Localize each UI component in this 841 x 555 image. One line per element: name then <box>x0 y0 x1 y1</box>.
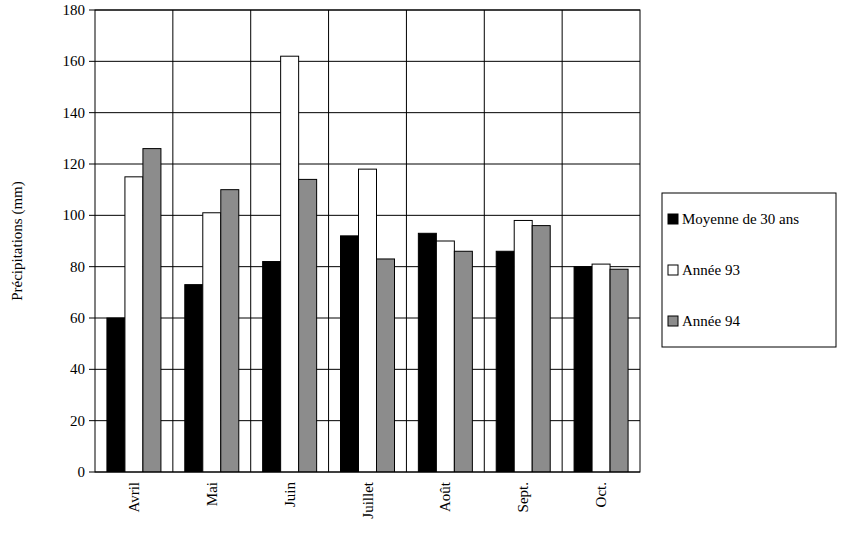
bar <box>341 236 359 472</box>
y-tick-label: 80 <box>70 259 85 275</box>
bar <box>125 177 143 472</box>
bar <box>454 251 472 472</box>
grid-line <box>95 164 640 165</box>
bar <box>610 269 628 472</box>
y-tick-label: 180 <box>63 2 86 18</box>
y-tick <box>89 215 95 216</box>
bar <box>436 241 454 472</box>
y-tick <box>89 266 95 267</box>
y-tick <box>89 318 95 319</box>
bar <box>143 149 161 472</box>
x-tick-label: Juillet <box>360 481 376 518</box>
grid-line <box>95 61 640 62</box>
bar <box>263 262 281 472</box>
x-tick-label: Sept. <box>515 482 531 512</box>
bar <box>185 285 203 472</box>
x-tick-label: Août <box>437 481 453 512</box>
y-tick <box>89 112 95 113</box>
x-tick-label: Avril <box>126 482 142 513</box>
y-tick-label: 40 <box>70 361 85 377</box>
bar <box>377 259 395 472</box>
bar <box>359 169 377 472</box>
x-tick-label: Juin <box>282 482 298 508</box>
y-tick-label: 60 <box>70 310 85 326</box>
y-tick <box>89 369 95 370</box>
y-tick-label: 0 <box>78 464 86 480</box>
grid-line <box>95 112 640 113</box>
bar <box>203 213 221 472</box>
bar <box>592 264 610 472</box>
category-separator <box>172 10 173 472</box>
bar <box>221 190 239 472</box>
y-tick-label: 140 <box>63 105 86 121</box>
x-tick-label: Mai <box>204 482 220 506</box>
category-separator <box>562 10 563 472</box>
bar <box>532 226 550 472</box>
y-tick <box>89 164 95 165</box>
grid <box>89 10 640 472</box>
bar <box>514 220 532 472</box>
y-tick-label: 100 <box>63 207 86 223</box>
bar <box>281 56 299 472</box>
bars <box>107 56 628 472</box>
y-tick-label: 20 <box>70 413 85 429</box>
legend-swatch <box>668 316 678 326</box>
y-tick <box>89 420 95 421</box>
legend: Moyenne de 30 ans Année 93 Année 94 <box>662 193 836 347</box>
bar <box>107 318 125 472</box>
legend-label: Année 94 <box>682 313 740 329</box>
legend-swatch <box>668 214 678 224</box>
bar <box>418 233 436 472</box>
y-tick <box>89 61 95 62</box>
chart-svg: 0 20 40 60 80 100 120 140 160 180 Avril Mai Juin Juil… <box>0 0 841 555</box>
legend-label: Moyenne de 30 ans <box>682 211 799 227</box>
y-axis-label: Précipitations (mm) <box>9 181 26 301</box>
category-separator <box>484 10 485 472</box>
legend-swatch <box>668 265 678 275</box>
category-separator <box>250 10 251 472</box>
bar <box>496 251 514 472</box>
y-tick-label: 160 <box>63 53 86 69</box>
y-tick <box>89 10 95 11</box>
y-tick <box>89 472 95 473</box>
legend-label: Année 93 <box>682 262 740 278</box>
category-separator <box>406 10 407 472</box>
x-tick-label: Oct. <box>593 482 609 507</box>
bar <box>299 179 317 472</box>
legend-box <box>662 193 836 347</box>
chart-container: 0 20 40 60 80 100 120 140 160 180 Avril Mai Juin Juil… <box>0 0 841 555</box>
plot-frame <box>95 10 640 472</box>
y-tick-label: 120 <box>63 156 86 172</box>
bar <box>574 267 592 472</box>
category-separator <box>328 10 329 472</box>
